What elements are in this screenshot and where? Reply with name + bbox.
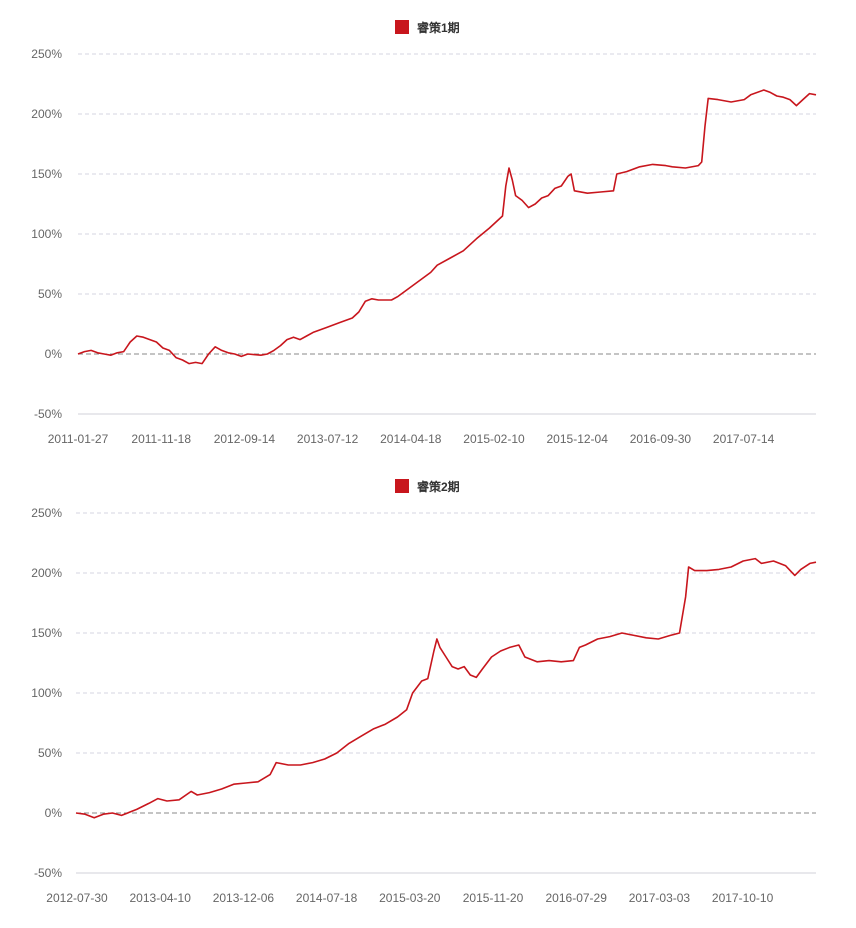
y-tick-label: 100% [31,227,62,241]
x-tick-label: 2016-07-29 [546,891,608,905]
y-tick-label: 50% [38,287,62,301]
x-tick-label: 2013-04-10 [130,891,192,905]
x-tick-label: 2012-09-14 [214,432,276,446]
y-tick-label: 200% [31,107,62,121]
x-tick-label: 2013-12-06 [213,891,275,905]
legend-label: 睿策2期 [417,479,460,494]
legend[interactable]: 睿策2期 [395,479,460,494]
y-tick-label: 50% [38,746,62,760]
x-tick-label: 2017-03-03 [629,891,691,905]
y-tick-label: 0% [45,347,63,361]
legend-label: 睿策1期 [417,20,460,35]
line-chart-2: 睿策2期 250% 200% 150% 100% 50% 0% -50% 2012-07-30 2… [31,479,817,905]
legend-swatch [395,479,409,493]
y-tick-label: 250% [31,506,62,520]
line-chart-1: 睿策1期 250% 200% 150% 100% 50% 0% -50% 2011-01-27 2… [31,20,817,446]
y-tick-label: 0% [45,806,63,820]
legend[interactable]: 睿策1期 [395,20,460,35]
x-tick-label: 2016-09-30 [630,432,692,446]
chart-rui-ce-1: 睿策1期 250% 200% 150% 100% 50% 0% -50% 2011-01-27 2… [0,0,856,462]
x-tick-label: 2015-02-10 [463,432,525,446]
x-tick-label: 2014-04-18 [380,432,442,446]
x-tick-label: 2011-01-27 [48,432,109,446]
x-tick-label: 2015-03-20 [379,891,441,905]
x-tick-label: 2011-11-18 [131,432,191,446]
series-line[interactable] [75,557,817,819]
x-tick-label: 2017-07-14 [713,432,775,446]
y-tick-label: 100% [31,686,62,700]
x-tick-label: 2014-07-18 [296,891,358,905]
y-tick-label: 150% [31,167,62,181]
y-tick-label: 200% [31,566,62,580]
y-tick-label: -50% [34,407,62,421]
series-line[interactable] [77,89,817,365]
x-tick-label: 2012-07-30 [46,891,108,905]
x-tick-label: 2015-11-20 [463,891,524,905]
y-tick-label: 250% [31,47,62,61]
x-tick-label: 2017-10-10 [712,891,774,905]
y-tick-label: -50% [34,866,62,880]
y-tick-label: 150% [31,626,62,640]
chart-rui-ce-2: 睿策2期 250% 200% 150% 100% 50% 0% -50% 2012-07-30 2… [0,462,856,928]
legend-swatch [395,20,409,34]
x-tick-label: 2015-12-04 [547,432,609,446]
x-tick-label: 2013-07-12 [297,432,359,446]
